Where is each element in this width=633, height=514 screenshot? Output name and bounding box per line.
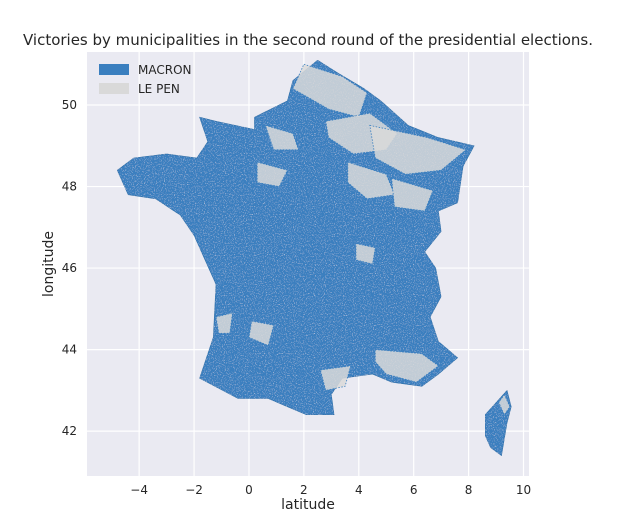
legend: MACRON LE PEN <box>99 63 192 96</box>
le-pen-zones <box>215 63 511 416</box>
le-pen-zone-3 <box>347 161 396 200</box>
y-tick-label: 44 <box>62 343 77 357</box>
y-tick-label: 42 <box>62 424 77 438</box>
x-tick-label: 6 <box>410 483 418 497</box>
x-tick-label: 4 <box>355 483 363 497</box>
le-pen-zone-7 <box>374 349 440 383</box>
le-pen-zone-10 <box>215 312 233 334</box>
le-pen-zone-9 <box>248 320 275 347</box>
le-pen-zone-12 <box>498 393 511 416</box>
chart-title: Victories by municipalities in the secon… <box>23 31 593 49</box>
le-pen-zone-11 <box>355 243 376 265</box>
le-pen-zone-0 <box>292 63 368 118</box>
x-tick-label: −4 <box>130 483 148 497</box>
le-pen-zone-8 <box>319 365 352 391</box>
map-layer <box>116 59 512 457</box>
y-tick-label: 50 <box>62 98 77 112</box>
x-tick-label: 0 <box>245 483 253 497</box>
le-pen-zone-5 <box>264 124 299 151</box>
x-axis-ticks: −4 −2 0 2 4 6 8 10 <box>130 483 531 497</box>
le-pen-zone-6 <box>256 161 288 187</box>
y-tick-label: 48 <box>62 180 77 194</box>
legend-label-le-pen: LE PEN <box>138 82 180 96</box>
le-pen-zone-2 <box>369 124 467 175</box>
x-tick-label: −2 <box>185 483 203 497</box>
y-tick-label: 46 <box>62 261 77 275</box>
le-pen-zone-4 <box>391 177 434 212</box>
x-tick-label: 10 <box>516 483 531 497</box>
legend-swatch-le-pen <box>99 83 129 94</box>
x-axis-label: latitude <box>281 497 335 513</box>
y-axis-ticks: 42 44 46 48 50 <box>62 98 77 438</box>
x-tick-label: 8 <box>465 483 473 497</box>
legend-label-macron: MACRON <box>138 63 192 77</box>
y-axis-label: longitude <box>41 231 57 297</box>
legend-swatch-macron <box>99 64 129 75</box>
x-tick-label: 2 <box>300 483 308 497</box>
